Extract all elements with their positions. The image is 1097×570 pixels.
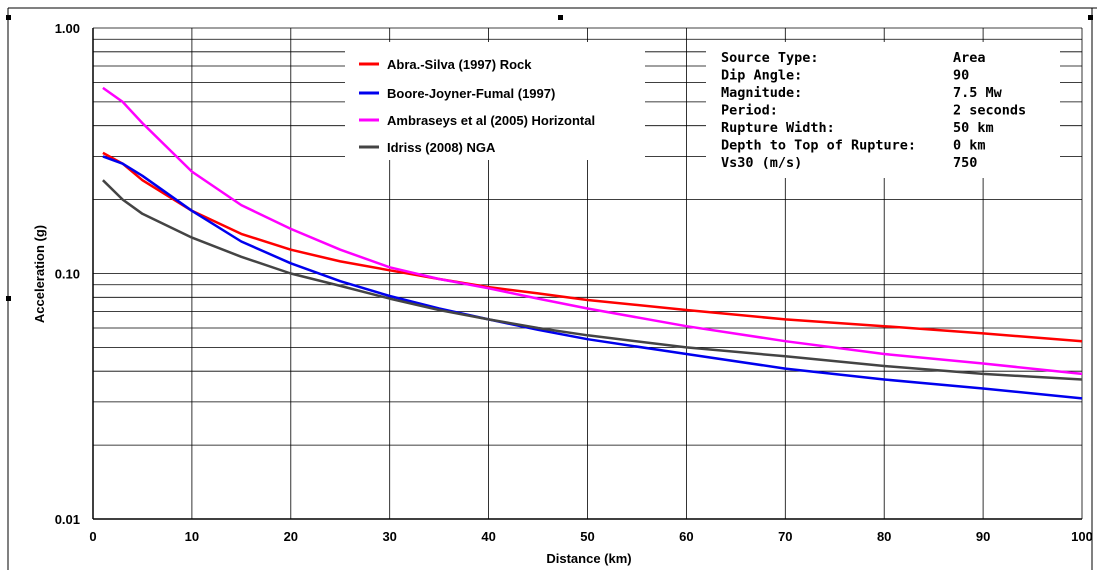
y-tick-label: 0.10 xyxy=(55,267,80,282)
info-label: Source Type: xyxy=(721,50,819,66)
x-tick-label: 80 xyxy=(877,529,891,544)
x-tick-label: 30 xyxy=(382,529,396,544)
series-line xyxy=(102,155,1083,400)
x-tick-label: 70 xyxy=(778,529,792,544)
resize-handle-middle-left[interactable] xyxy=(6,296,11,301)
legend-label: Ambraseys et al (2005) Horizontal xyxy=(387,113,595,128)
info-box-background xyxy=(706,42,1060,178)
x-tick-label: 60 xyxy=(679,529,693,544)
grid-lines xyxy=(93,27,1083,520)
info-box: Source Type: Area Dip Angle: 90 Magnitude: 7.… xyxy=(721,50,1026,171)
info-label: Magnitude: xyxy=(721,85,802,101)
info-label: Rupture Width: xyxy=(721,120,835,136)
x-tick-label: 0 xyxy=(89,529,96,544)
series-line xyxy=(102,179,1083,381)
legend-background xyxy=(345,42,645,160)
info-value: Area xyxy=(953,50,986,66)
y-axis-title: Acceleration (g) xyxy=(32,225,47,323)
info-value: 90 xyxy=(953,68,969,84)
resize-handle-top-right[interactable] xyxy=(1088,15,1093,20)
x-tick-label: 20 xyxy=(284,529,298,544)
x-tick-label: 10 xyxy=(185,529,199,544)
info-label: Depth to Top of Rupture: xyxy=(721,138,916,154)
resize-handle-top-center[interactable] xyxy=(558,15,563,20)
x-tick-label: 100 xyxy=(1071,529,1093,544)
y-tick-label: 0.01 xyxy=(55,512,80,527)
x-tick-label: 50 xyxy=(580,529,594,544)
series-line xyxy=(102,86,1083,376)
info-label: Period: xyxy=(721,103,778,119)
legend: Abra.-Silva (1997) Rock Boore-Joyner-Fuma… xyxy=(359,57,595,155)
info-value: 50 km xyxy=(953,120,994,136)
resize-handle-top-left[interactable] xyxy=(6,15,11,20)
info-label: Vs30 (m/s) xyxy=(721,155,802,171)
info-value: 2 seconds xyxy=(953,103,1026,119)
legend-label: Abra.-Silva (1997) Rock xyxy=(387,57,532,72)
x-tick-label: 90 xyxy=(976,529,990,544)
info-value: 750 xyxy=(953,155,977,171)
x-tick-label: 40 xyxy=(481,529,495,544)
series-layer xyxy=(102,86,1083,400)
info-value: 7.5 Mw xyxy=(953,85,1003,101)
legend-label: Boore-Joyner-Fumal (1997) xyxy=(387,86,555,101)
series-line xyxy=(102,151,1083,343)
y-tick-labels: 1.00 0.10 0.01 xyxy=(55,21,80,527)
legend-label: Idriss (2008) NGA xyxy=(387,140,496,155)
x-tick-labels: 0 10 20 30 40 50 60 70 80 90 100 xyxy=(89,529,1092,544)
y-tick-label: 1.00 xyxy=(55,21,80,36)
x-axis-title: Distance (km) xyxy=(546,551,631,566)
info-value: 0 km xyxy=(953,138,986,154)
info-label: Dip Angle: xyxy=(721,68,802,84)
